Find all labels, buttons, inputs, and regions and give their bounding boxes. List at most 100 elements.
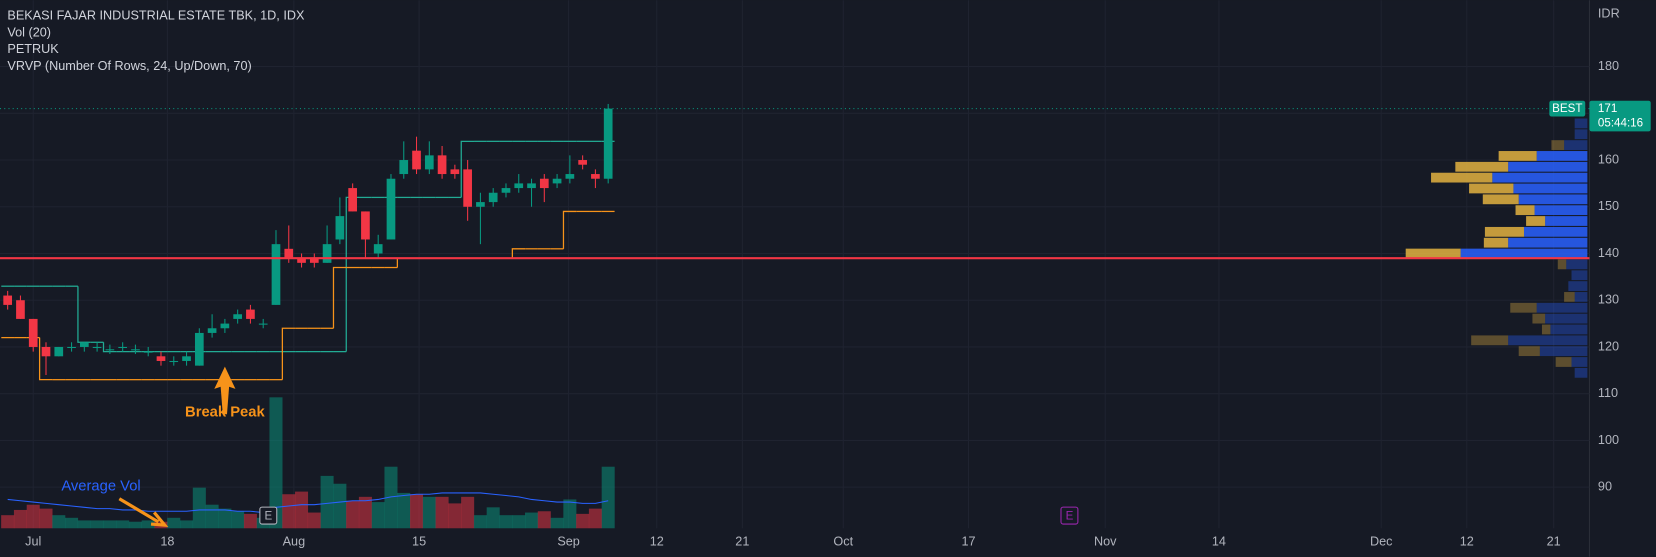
x-tick-label: 18 xyxy=(160,534,174,548)
currency: IDR xyxy=(1598,6,1620,20)
profile-up xyxy=(1545,216,1588,226)
candle-body xyxy=(297,258,306,263)
profile-down xyxy=(1471,335,1509,346)
candle-body xyxy=(488,192,498,203)
volume-bar xyxy=(588,508,602,529)
candle-body xyxy=(207,328,217,333)
profile-down xyxy=(1518,346,1540,357)
volume-bar xyxy=(39,508,53,529)
profile-up xyxy=(1536,151,1588,161)
volume-bar xyxy=(116,520,130,529)
volume-bar xyxy=(192,487,206,529)
volume-bar xyxy=(576,513,590,529)
profile-up xyxy=(1539,346,1588,357)
profile-up xyxy=(1550,324,1588,335)
stop-line xyxy=(332,266,347,329)
candle-body xyxy=(578,160,587,165)
candle-body xyxy=(105,349,115,351)
profile-up xyxy=(1534,205,1588,216)
volume-bar xyxy=(282,494,296,529)
candle-body xyxy=(603,108,613,179)
profile-up xyxy=(1536,302,1588,313)
profile-up xyxy=(1574,367,1588,378)
volume-bar xyxy=(371,502,385,529)
x-tick-label: Aug xyxy=(283,534,306,548)
profile-up xyxy=(1508,237,1588,248)
profile-down xyxy=(1541,324,1551,335)
profile-up xyxy=(1566,259,1588,270)
profile-up xyxy=(1571,270,1588,281)
candle-body xyxy=(335,216,345,240)
candle-body xyxy=(284,248,294,259)
volume-bar xyxy=(1,515,15,529)
annotation: Average Vol xyxy=(61,478,140,494)
profile-down xyxy=(1526,216,1546,226)
candle-body xyxy=(450,169,460,175)
candle-body xyxy=(169,360,179,363)
candle-body xyxy=(271,244,281,305)
average-volume-line xyxy=(7,492,609,514)
profile-down xyxy=(1551,140,1565,150)
y-tick-label: 110 xyxy=(1598,386,1618,400)
volume-bar xyxy=(141,520,155,529)
volume-bar xyxy=(384,466,398,529)
candle-body xyxy=(246,309,255,319)
countdown-label: 05:44:16 xyxy=(1598,116,1643,129)
candle-body xyxy=(309,258,319,263)
y-tick-label: 140 xyxy=(1598,246,1619,260)
candle-body xyxy=(54,346,64,357)
profile-up xyxy=(1568,281,1588,291)
volume-bar xyxy=(397,492,411,529)
candle-body xyxy=(131,349,140,351)
candle-body xyxy=(361,211,370,240)
profile-up xyxy=(1574,129,1588,140)
profile-up xyxy=(1574,292,1588,302)
volume-bar xyxy=(486,507,500,529)
profile-down xyxy=(1482,194,1519,205)
event-label: E xyxy=(1066,510,1074,523)
candle-body xyxy=(501,188,511,193)
event-marker xyxy=(259,506,278,525)
profile-up xyxy=(1460,248,1588,259)
profile-down xyxy=(1515,205,1535,216)
volume-bar xyxy=(499,515,513,529)
stop-line xyxy=(511,248,526,259)
profile-down xyxy=(1431,172,1493,183)
profile-up xyxy=(1545,313,1588,324)
volume-bar xyxy=(243,513,257,529)
candle-body xyxy=(348,188,357,212)
volume-bar xyxy=(77,520,91,529)
candle-body xyxy=(373,244,383,254)
volume-bar xyxy=(320,475,334,529)
profile-down xyxy=(1532,313,1546,324)
volume-bar xyxy=(512,515,526,529)
price-tag xyxy=(1589,100,1651,132)
volume-bar xyxy=(410,494,424,529)
stop-line xyxy=(281,327,296,380)
x-tick-label: 12 xyxy=(650,534,664,548)
chart-title: BEKASI FAJAR INDUSTRIAL ESTATE TBK, 1D, … xyxy=(7,8,305,22)
annotation: Break Peak xyxy=(185,404,265,420)
volume-bar xyxy=(563,499,577,529)
candle-body xyxy=(258,323,268,325)
candle-body xyxy=(412,150,421,170)
profile-up xyxy=(1564,140,1588,150)
volume-bar xyxy=(525,512,539,529)
volume-bar xyxy=(205,504,219,529)
candle-body xyxy=(539,178,549,189)
stop-line xyxy=(460,140,475,198)
event-label: E xyxy=(264,510,272,523)
profile-down xyxy=(1483,237,1509,248)
candle-body xyxy=(463,169,472,207)
candle-body xyxy=(527,183,536,189)
volume-bar xyxy=(358,496,372,529)
volume-bar xyxy=(52,515,66,529)
candle-body xyxy=(79,342,89,347)
candle-body xyxy=(437,155,447,175)
indicator-label: Vol (20) xyxy=(7,25,51,39)
profile-up xyxy=(1518,194,1588,205)
candle-body xyxy=(399,160,409,175)
profile-down xyxy=(1564,292,1575,302)
volume-bar xyxy=(65,517,79,529)
